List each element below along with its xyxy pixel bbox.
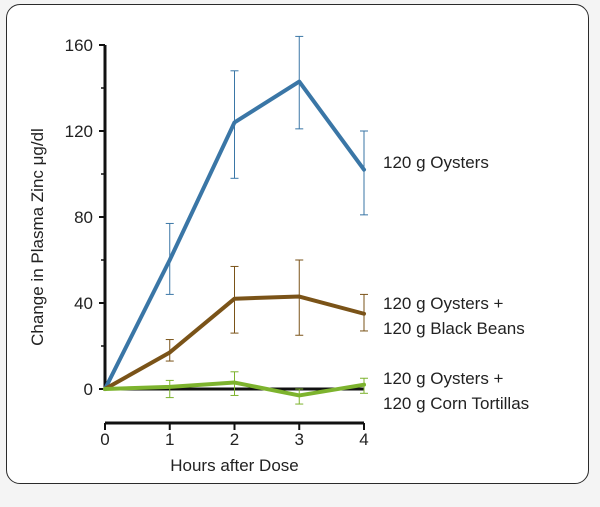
x-tick-label: 0 — [100, 430, 109, 449]
data-point — [297, 295, 301, 299]
data-point — [168, 258, 172, 262]
series-label: 120 g Corn Tortillas — [383, 394, 529, 413]
series-lines — [103, 79, 366, 398]
data-point — [362, 383, 366, 387]
series-label: 120 g Oysters + — [383, 369, 504, 388]
series-label: 120 g Oysters + — [383, 294, 504, 313]
y-tick-label: 160 — [65, 36, 93, 55]
y-tick-label: 0 — [84, 380, 93, 399]
x-axis-title: Hours after Dose — [170, 456, 299, 475]
error-bars — [165, 35, 368, 405]
x-tick-label: 2 — [230, 430, 239, 449]
series-label: 120 g Oysters — [383, 153, 489, 172]
data-point — [362, 312, 366, 316]
y-tick-label: 80 — [74, 208, 93, 227]
data-point — [297, 393, 301, 397]
y-axis-title: Change in Plasma Zinc μg/dl — [28, 128, 47, 346]
data-point — [362, 168, 366, 172]
data-point — [103, 387, 107, 391]
data-point — [233, 297, 236, 301]
data-point — [168, 350, 172, 354]
series-labels: 120 g Oysters 120 g Oysters + 120 g Black … — [383, 153, 529, 413]
data-point — [233, 120, 236, 124]
data-point — [168, 385, 172, 389]
x-tick-label: 3 — [295, 430, 304, 449]
x-tick-label: 4 — [359, 430, 368, 449]
data-point — [297, 80, 301, 84]
data-point — [233, 381, 236, 385]
y-tick-label: 120 — [65, 122, 93, 141]
x-tick-label: 1 — [165, 430, 174, 449]
y-tick-label: 40 — [74, 294, 93, 313]
series-label: 120 g Black Beans — [383, 319, 525, 338]
